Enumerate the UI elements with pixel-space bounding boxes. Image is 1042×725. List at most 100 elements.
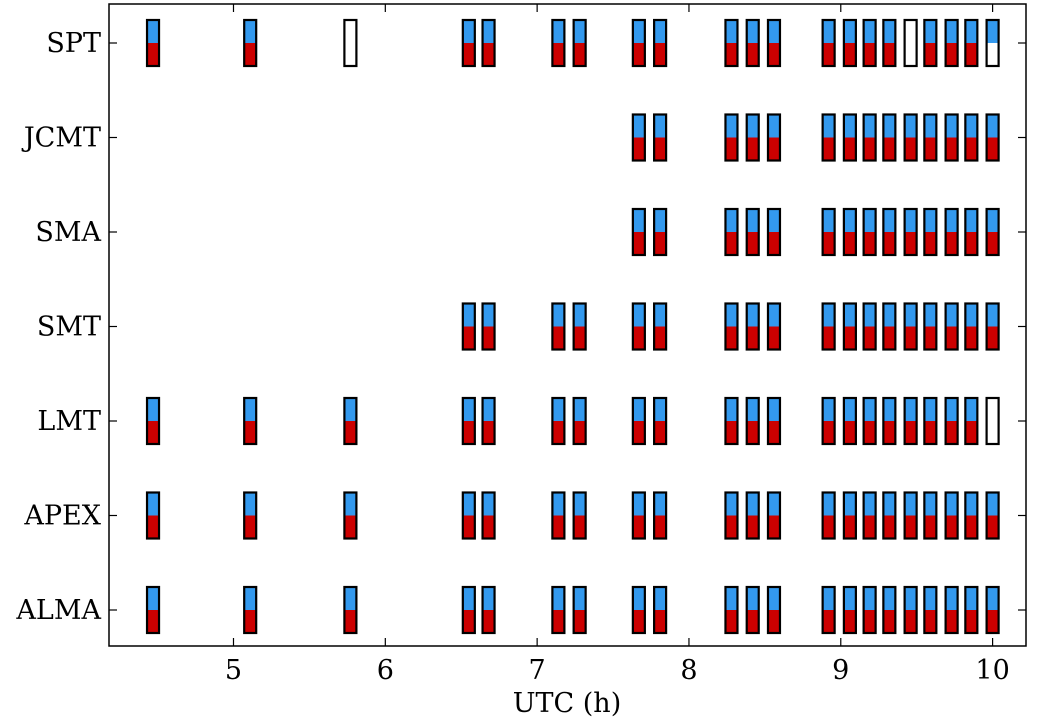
scan-upper-half <box>945 114 958 138</box>
scan-upper-half <box>965 303 978 327</box>
scan-outline <box>145 396 161 446</box>
scan-outline <box>766 585 782 635</box>
station-label: SMT <box>37 312 101 343</box>
scan-lower-half <box>746 137 759 161</box>
scan-lower-half <box>843 232 856 255</box>
scan-outline <box>653 207 668 257</box>
scan-outline <box>862 396 877 446</box>
scan-marker <box>145 491 161 540</box>
scan-outline <box>862 491 877 540</box>
scan-outline <box>964 113 979 162</box>
scan-upper-half <box>986 587 999 610</box>
scan-marker <box>903 207 918 257</box>
scan-outline <box>572 396 587 446</box>
scan-upper-half <box>552 20 565 43</box>
scan-upper-half <box>863 20 876 43</box>
scan-lower-half <box>822 43 835 66</box>
y-axis: ALMA APEX LMT SMT SMA JCMT SPT <box>15 28 1026 626</box>
scan-lower-half <box>965 515 978 539</box>
scan-marker <box>724 491 739 540</box>
scan-upper-half <box>843 492 856 516</box>
scan-outline <box>766 113 782 162</box>
scan-outline <box>882 396 897 446</box>
scan-marker <box>985 18 1000 68</box>
scan-outline <box>842 207 857 257</box>
scan-outline <box>724 396 739 446</box>
scan-outline <box>964 396 979 446</box>
scan-outline <box>985 18 1000 68</box>
scan-outline <box>862 113 877 162</box>
scan-upper-half <box>632 209 645 232</box>
scan-upper-half <box>924 303 937 327</box>
scan-upper-half <box>482 492 495 516</box>
scan-marker <box>481 491 496 540</box>
scan-upper-half <box>843 587 856 610</box>
scan-marker <box>145 18 161 68</box>
scan-lower-half <box>945 137 958 161</box>
scan-marker <box>631 113 646 162</box>
scan-upper-half <box>863 492 876 516</box>
scan-marker <box>862 302 877 351</box>
scan-outline <box>631 491 646 540</box>
scan-upper-half <box>573 587 586 610</box>
scan-outline <box>985 302 1000 351</box>
scan-lower-half <box>883 43 896 66</box>
scan-outline <box>766 18 782 68</box>
scan-outline <box>631 302 646 351</box>
scan-lower-half <box>965 326 978 350</box>
scan-outline <box>923 113 938 162</box>
scan-marker <box>243 396 258 446</box>
scan-lower-half <box>244 43 257 66</box>
scan-lower-half <box>147 43 160 66</box>
scan-upper-half <box>822 114 835 138</box>
scan-lower-half <box>725 326 738 350</box>
scan-marker <box>923 113 938 162</box>
scan-lower-half <box>462 610 475 633</box>
scan-upper-half <box>767 398 780 421</box>
scan-marker <box>821 396 836 446</box>
scan-lower-half <box>863 232 876 255</box>
scan-upper-half <box>654 20 667 43</box>
scan-marker <box>923 18 938 68</box>
scan-lower-half <box>654 43 667 66</box>
scan-marker <box>461 491 476 540</box>
scan-outline <box>766 207 782 257</box>
scan-marker <box>882 396 897 446</box>
scan-lower-half <box>344 43 357 66</box>
scan-upper-half <box>945 303 958 327</box>
scan-upper-half <box>986 20 999 43</box>
scan-marker <box>923 491 938 540</box>
scan-marker <box>724 113 739 162</box>
scan-upper-half <box>147 20 160 43</box>
scan-outline <box>551 491 566 540</box>
scan-lower-half <box>822 137 835 161</box>
scan-marker <box>766 302 782 351</box>
scan-outline <box>745 302 760 351</box>
scan-marker <box>745 207 760 257</box>
scan-lower-half <box>822 421 835 444</box>
scan-marker <box>944 302 959 351</box>
scan-lower-half <box>883 232 896 255</box>
scan-lower-half <box>843 137 856 161</box>
scan-outline <box>944 18 959 68</box>
scan-upper-half <box>725 398 738 421</box>
scan-outline <box>821 113 836 162</box>
scan-lower-half <box>462 43 475 66</box>
scan-marker <box>745 491 760 540</box>
scan-outline <box>461 585 476 635</box>
scan-upper-half <box>965 20 978 43</box>
scan-marker <box>551 18 566 68</box>
scan-lower-half <box>632 421 645 444</box>
scan-lower-half <box>552 43 565 66</box>
scan-outline <box>145 585 161 635</box>
scan-lower-half <box>945 326 958 350</box>
x-tick-label: 10 <box>975 655 1009 686</box>
scan-upper-half <box>244 492 257 516</box>
scan-marker <box>903 491 918 540</box>
scan-marker <box>821 491 836 540</box>
scan-outline <box>461 491 476 540</box>
scan-marker <box>766 585 782 635</box>
scan-lower-half <box>746 515 759 539</box>
scan-marker <box>862 113 877 162</box>
scan-outline <box>572 585 587 635</box>
